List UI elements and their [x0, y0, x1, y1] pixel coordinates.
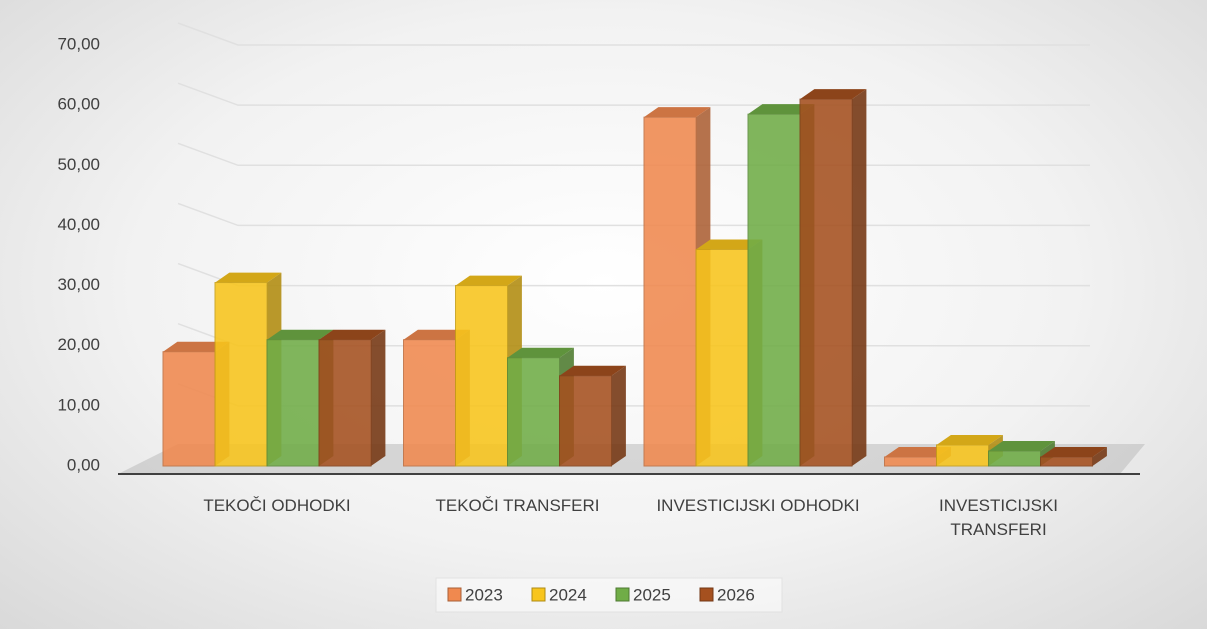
legend-swatch — [699, 587, 714, 602]
y-tick-label: 60,00 — [57, 95, 100, 114]
legend-swatch — [447, 587, 462, 602]
bar-front — [266, 339, 320, 467]
bar-front — [455, 285, 508, 467]
bar-top — [936, 434, 1003, 445]
bar-top — [559, 365, 626, 376]
bar-top — [215, 272, 282, 283]
y-tick-label: 40,00 — [57, 215, 100, 234]
bar-front — [643, 116, 697, 467]
bar — [643, 107, 711, 467]
bar-side — [852, 89, 867, 466]
bar-front — [559, 375, 612, 467]
legend-label: 2025 — [633, 585, 671, 604]
bar-top — [696, 239, 763, 250]
bar-top — [403, 329, 470, 340]
bar-top — [455, 275, 522, 286]
legend-label: 2023 — [465, 585, 503, 604]
bar-front — [695, 248, 749, 467]
x-tick-label: TEKOČI ODHODKI — [203, 496, 351, 515]
bar-front — [747, 113, 801, 467]
legend-swatch — [615, 587, 630, 602]
x-tick-label: TEKOČI TRANSFERI — [435, 496, 600, 515]
bar-top — [507, 347, 574, 358]
legend-label: 2024 — [549, 585, 587, 604]
bar-front — [936, 444, 989, 467]
grid-line — [177, 142, 1090, 167]
y-tick-label: 0,00 — [67, 455, 100, 474]
bar-top — [267, 329, 334, 340]
bar-front — [884, 456, 937, 467]
bar-top — [319, 329, 386, 340]
bar-top — [748, 104, 815, 115]
bar — [799, 89, 867, 467]
bar-front — [799, 98, 853, 467]
bar-top — [163, 341, 230, 352]
grid-line — [177, 22, 1090, 46]
bar-top — [884, 446, 951, 457]
bar — [318, 329, 386, 467]
y-tick-label: 10,00 — [57, 395, 100, 414]
bar-front — [214, 282, 268, 467]
bar-side — [1092, 446, 1107, 466]
bar — [559, 365, 626, 467]
y-tick-label: 20,00 — [57, 335, 100, 354]
grid-line — [177, 262, 1090, 287]
bar-front — [507, 357, 560, 467]
bar-front — [162, 351, 216, 467]
legend-swatch — [531, 587, 546, 602]
x-tick-label: INVESTICIJSKI TRANSFERI — [938, 496, 1059, 539]
bar — [455, 275, 522, 467]
bar-front — [1040, 456, 1093, 467]
bar — [1040, 446, 1107, 467]
x-tick-label: INVESTICIJSKI ODHODKI — [656, 496, 860, 515]
legend-label: 2026 — [717, 585, 755, 604]
bar-top — [988, 440, 1055, 451]
bar-top — [644, 107, 711, 118]
bar-side — [371, 329, 386, 466]
y-tick-label: 70,00 — [57, 34, 100, 53]
bar-front — [988, 450, 1041, 467]
legend-box — [435, 577, 783, 613]
bar-side — [611, 365, 626, 466]
y-tick-label: 50,00 — [57, 155, 100, 174]
bar-front — [318, 339, 372, 467]
grid-line — [177, 82, 1090, 106]
bar-front — [403, 339, 456, 467]
bar-top — [800, 89, 867, 100]
grid-line — [177, 202, 1090, 227]
y-tick-label: 30,00 — [57, 275, 100, 294]
bar-top — [1040, 446, 1107, 457]
